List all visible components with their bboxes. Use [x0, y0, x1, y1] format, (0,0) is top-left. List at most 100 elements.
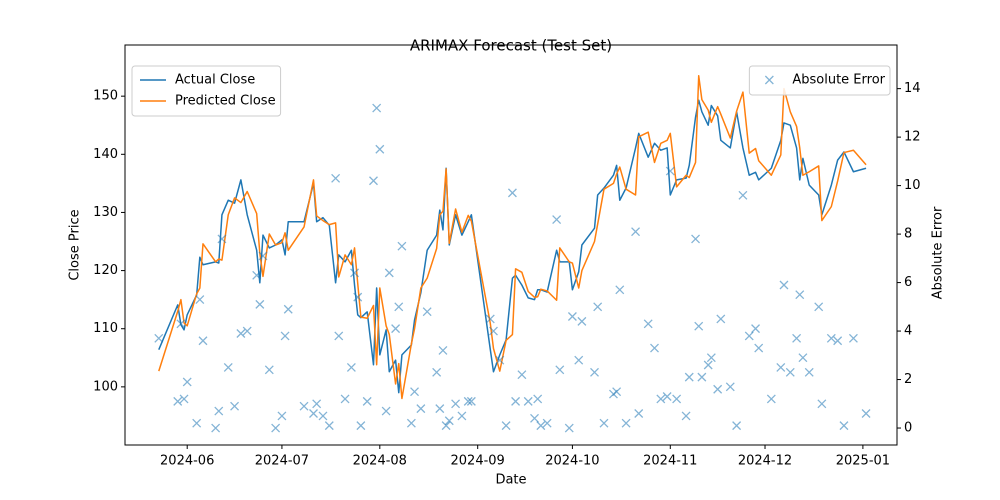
error-marker — [255, 299, 265, 309]
y-tick-label: 100 — [93, 379, 118, 394]
y2-tick-label: 2 — [904, 372, 912, 387]
x-tick-label: 2024-12 — [738, 454, 792, 469]
error-marker — [650, 343, 659, 353]
error-marker — [517, 370, 527, 380]
error-marker — [552, 215, 562, 225]
x-tick-label: 2025-01 — [836, 454, 890, 469]
error-marker — [192, 418, 202, 428]
error-marker — [416, 404, 426, 414]
error-marker — [223, 362, 233, 372]
y2-tick-label: 0 — [904, 421, 912, 436]
error-marker — [485, 314, 495, 324]
y-tick-label: 150 — [93, 89, 118, 104]
x-axis-label: Date — [495, 473, 526, 488]
error-marker — [599, 418, 609, 428]
error-marker — [612, 387, 622, 397]
error-marker — [438, 345, 448, 355]
x-tick-label: 2024-11 — [643, 454, 697, 469]
error-marker — [391, 324, 401, 334]
error-marker — [555, 365, 565, 375]
error-marker — [466, 396, 476, 406]
y2-tick-label: 14 — [904, 81, 921, 96]
error-marker — [154, 333, 164, 343]
plot-frame — [124, 44, 898, 446]
y2-tick-label: 6 — [904, 275, 912, 290]
error-marker — [716, 314, 726, 324]
line-series — [158, 99, 867, 394]
error-marker — [283, 304, 293, 314]
error-marker — [179, 394, 189, 404]
error-marker — [182, 377, 192, 387]
error-marker — [362, 396, 372, 406]
y-tick-label: 110 — [93, 321, 118, 336]
error-marker — [779, 280, 789, 290]
error-marker — [574, 355, 584, 365]
error-marker — [381, 406, 391, 416]
error-marker — [662, 392, 672, 401]
legend: Absolute Error — [748, 65, 891, 96]
error-marker — [703, 360, 713, 370]
error-marker — [839, 421, 849, 431]
error-marker — [271, 423, 281, 433]
error-marker — [258, 251, 268, 261]
x-tick-label: 2024-09 — [451, 454, 505, 469]
error-marker — [299, 401, 309, 411]
error-marker — [264, 365, 274, 375]
error-marker — [826, 333, 836, 343]
y-tick-label: 140 — [93, 147, 118, 162]
error-marker — [489, 326, 498, 336]
error-marker — [173, 396, 183, 406]
error-marker — [324, 421, 334, 431]
error-marker — [422, 307, 432, 317]
error-marker — [631, 227, 641, 237]
error-marker — [725, 382, 735, 392]
error-marker — [798, 353, 808, 363]
y2-axis-label: Absolute Error — [931, 206, 946, 299]
error-marker — [441, 421, 451, 431]
error-marker — [176, 319, 186, 329]
error-marker — [501, 421, 511, 431]
x-tick-label: 2024-06 — [160, 454, 214, 469]
error-marker — [656, 394, 666, 404]
error-marker — [691, 234, 701, 244]
error-marker — [776, 362, 786, 372]
error-marker — [346, 362, 356, 372]
error-marker — [766, 394, 776, 404]
error-marker — [615, 285, 625, 295]
error-marker — [697, 372, 707, 382]
error-marker — [394, 302, 404, 312]
error-marker — [350, 268, 360, 278]
error-marker — [463, 396, 473, 406]
y2-tick-label: 8 — [904, 227, 912, 242]
error-marker — [785, 367, 795, 377]
error-marker — [577, 316, 587, 326]
y-axis-label: Close Price — [68, 209, 83, 280]
error-marker — [523, 396, 533, 406]
error-marker — [318, 411, 328, 421]
error-marker — [511, 396, 521, 406]
x-tick-label: 2024-10 — [545, 454, 599, 469]
legend-label: Predicted Close — [175, 94, 276, 109]
error-marker — [694, 321, 704, 331]
error-marker — [432, 367, 442, 377]
error-marker — [672, 394, 682, 404]
error-marker — [242, 326, 252, 336]
error-marker — [435, 404, 445, 414]
error-marker — [507, 188, 517, 198]
error-marker — [706, 353, 716, 363]
error-marker — [751, 324, 761, 334]
error-marker — [280, 331, 290, 341]
error-marker — [353, 292, 363, 302]
error-marker — [214, 406, 224, 416]
error-marker — [861, 409, 871, 418]
error-marker — [309, 409, 318, 418]
error-marker — [621, 418, 631, 428]
error-marker — [684, 372, 694, 382]
error-marker — [814, 302, 824, 312]
error-marker — [634, 409, 644, 418]
y2-tick-label: 10 — [904, 178, 921, 193]
error-marker — [334, 331, 344, 341]
legend-swatch — [764, 75, 774, 85]
